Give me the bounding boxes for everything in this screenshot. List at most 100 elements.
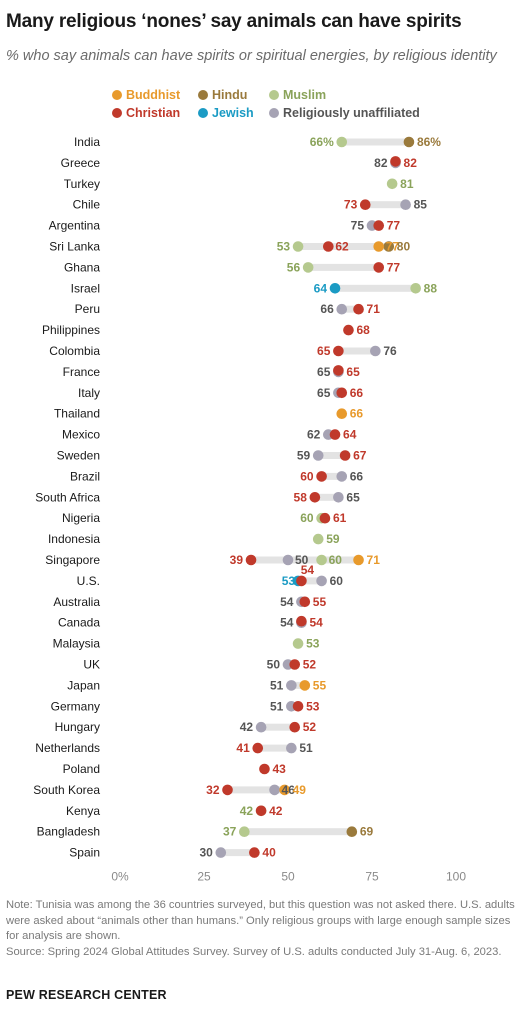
- dot-uk-christian: [289, 659, 301, 670]
- dot-sri-lanka-hindu: [383, 241, 395, 252]
- country-label-germany: Germany: [51, 699, 100, 713]
- legend-item-unaffiliated: Religiously unaffiliated: [269, 105, 420, 121]
- value-label-u-s-unaffiliated: 60: [330, 574, 344, 588]
- dot-greece-christian: [390, 156, 401, 167]
- range-bar-singapore: [251, 556, 359, 564]
- dot-sri-lanka-buddhist: [373, 241, 385, 252]
- chart-subtitle: % who say animals can have spirits or sp…: [6, 48, 497, 64]
- value-label-u-s-christian: 54: [301, 563, 315, 577]
- dot-bangladesh-muslim: [239, 826, 250, 837]
- value-label-argentina-unaffiliated: 75: [351, 219, 365, 233]
- dot-brazil-unaffiliated: [336, 471, 348, 482]
- legend-item-christian: Christian: [112, 105, 180, 121]
- value-label-singapore-unaffiliated: 50: [295, 553, 309, 567]
- country-label-france: France: [63, 365, 101, 379]
- country-label-italy: Italy: [78, 386, 100, 400]
- legend-label-unaffiliated: Religiously unaffiliated: [283, 106, 420, 120]
- value-label-greece-christian: 82: [404, 156, 418, 170]
- legend-dot-buddhist: [112, 90, 122, 100]
- range-bar-south-africa: [314, 493, 339, 501]
- value-label-hungary-christian: 52: [303, 720, 317, 734]
- value-label-australia-unaffiliated: 54: [280, 595, 294, 609]
- country-label-u-s: U.S.: [77, 574, 100, 588]
- legend-label-buddhist: Buddhist: [126, 88, 181, 102]
- dot-japan-unaffiliated: [286, 680, 297, 691]
- value-label-colombia-christian: 65: [317, 344, 331, 358]
- value-label-germany-christian: 53: [306, 699, 320, 713]
- country-label-nigeria: Nigeria: [62, 511, 100, 525]
- dot-singapore-muslim: [316, 554, 327, 566]
- dot-chile-unaffiliated: [400, 199, 411, 210]
- dot-israel-jewish: [329, 283, 341, 294]
- value-label-brazil-christian: 60: [300, 469, 314, 483]
- country-label-israel: Israel: [71, 281, 100, 295]
- dot-netherlands-christian: [252, 742, 264, 754]
- source-text: Source: Spring 2024 Global Attitudes Sur…: [6, 945, 502, 958]
- country-label-spain: Spain: [69, 846, 100, 860]
- dot-turkey-muslim: [386, 178, 398, 190]
- dot-kenya-christian: [255, 805, 267, 817]
- value-label-nigeria-muslim: 60: [300, 511, 314, 525]
- dot-u-s-unaffiliated: [316, 575, 327, 587]
- value-label-italy-unaffiliated: 65: [317, 386, 331, 400]
- dot-nigeria-christian: [319, 512, 331, 524]
- value-label-chile-unaffiliated: 85: [414, 198, 428, 212]
- dot-indonesia-muslim: [312, 533, 324, 545]
- country-label-kenya: Kenya: [66, 804, 100, 818]
- country-label-south-africa: South Africa: [35, 490, 100, 504]
- country-label-colombia: Colombia: [49, 344, 100, 358]
- dot-south-africa-unaffiliated: [333, 492, 344, 503]
- dot-india-hindu: [403, 136, 415, 148]
- country-label-thailand: Thailand: [54, 407, 100, 421]
- dot-israel-muslim: [410, 283, 421, 294]
- value-label-australia-christian: 55: [313, 595, 327, 609]
- value-label-israel-muslim: 88: [424, 281, 438, 295]
- value-label-canada-christian: 54: [309, 616, 323, 630]
- value-label-thailand-buddhist: 66: [350, 407, 364, 421]
- legend-dot-muslim: [269, 90, 279, 100]
- country-label-sweden: Sweden: [57, 449, 100, 463]
- dot-australia-christian: [299, 596, 311, 608]
- range-bar-japan: [291, 681, 305, 689]
- dot-chile-christian: [359, 199, 371, 210]
- dot-japan-buddhist: [299, 680, 311, 691]
- country-label-brazil: Brazil: [70, 469, 100, 483]
- country-label-poland: Poland: [63, 762, 100, 776]
- range-bar-u-s: [298, 577, 322, 585]
- dot-peru-unaffiliated: [336, 303, 348, 315]
- dot-bangladesh-hindu: [346, 826, 358, 837]
- dot-spain-christian: [249, 847, 260, 858]
- range-bar-hungary: [261, 723, 295, 731]
- value-label-south-korea-buddhist: 49: [293, 783, 307, 797]
- value-label-nigeria-christian: 61: [333, 511, 347, 525]
- value-label-u-s-jewish: 53: [282, 574, 296, 588]
- value-label-italy-christian: 66: [350, 386, 364, 400]
- dot-ghana-christian: [373, 262, 385, 273]
- value-label-uk-unaffiliated: 50: [267, 658, 281, 672]
- dot-singapore-buddhist: [353, 554, 364, 566]
- dot-philippines-christian: [343, 324, 354, 336]
- value-label-philippines-christian: 68: [356, 323, 370, 337]
- x-tick-label-3: 75: [365, 870, 379, 884]
- value-label-mexico-unaffiliated: 62: [307, 428, 321, 442]
- value-label-sri-lanka-muslim: 53: [277, 240, 291, 254]
- value-label-singapore-muslim: 60: [329, 553, 343, 567]
- range-bar-chile: [365, 201, 406, 209]
- x-tick-label-0: 0%: [111, 870, 129, 884]
- notes: Note: Tunisia was among the 36 countries…: [6, 898, 516, 960]
- value-label-france-unaffiliated: 65: [317, 365, 331, 379]
- legend: Buddhist Hindu Muslim Christian Jewish R…: [112, 87, 512, 123]
- dot-canada-christian: [296, 615, 307, 627]
- country-label-sri-lanka: Sri Lanka: [49, 240, 100, 254]
- value-label-sri-lanka-christian: 62: [335, 240, 349, 254]
- country-label-singapore: Singapore: [45, 553, 100, 567]
- country-label-japan: Japan: [67, 678, 100, 692]
- dot-brazil-christian: [316, 471, 327, 482]
- value-label-canada-unaffiliated: 54: [280, 616, 294, 630]
- country-label-netherlands: Netherlands: [35, 741, 100, 755]
- range-bar-brazil: [321, 472, 342, 480]
- dot-germany-christian: [292, 701, 304, 712]
- dot-hungary-christian: [289, 721, 301, 733]
- value-label-poland-christian: 43: [272, 762, 286, 776]
- x-tick-label-2: 50: [281, 870, 295, 884]
